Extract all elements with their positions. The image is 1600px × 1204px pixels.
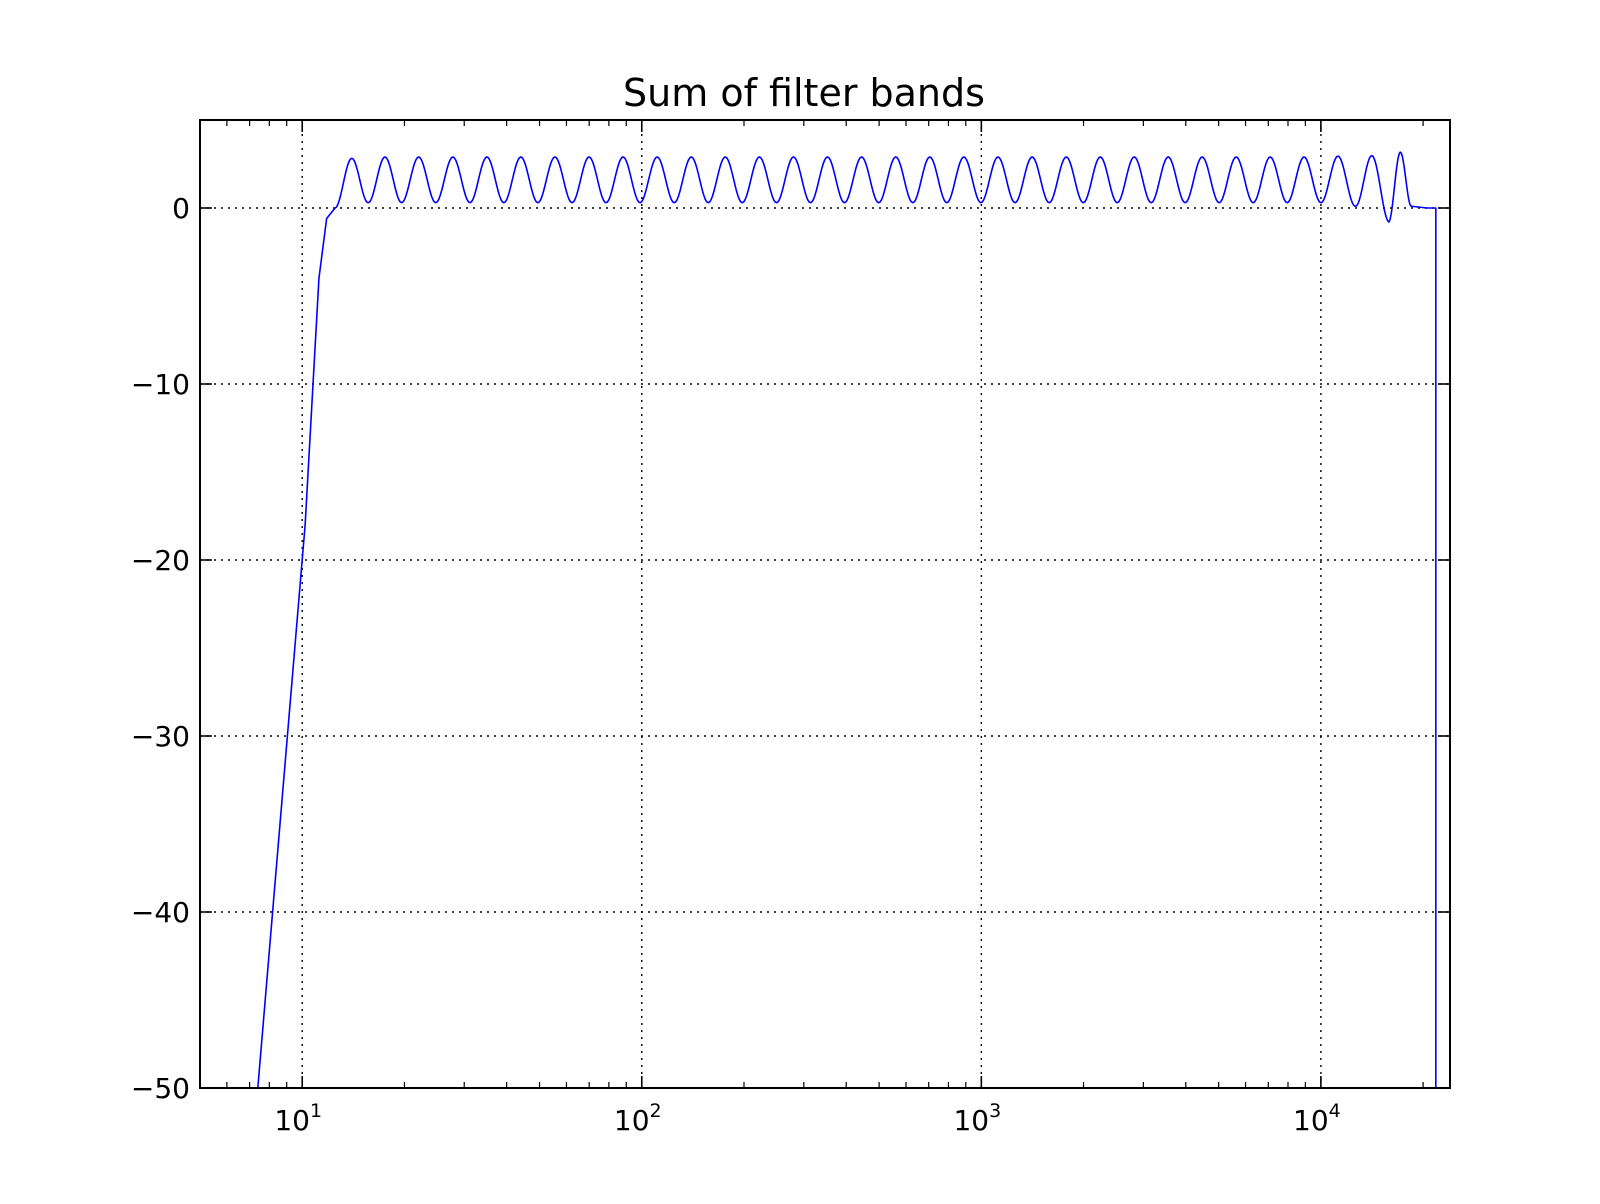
tick-marks — [199, 120, 1450, 1089]
y-tick-label-4: −40 — [131, 896, 190, 929]
grid-lines — [200, 120, 1450, 1088]
chart-title: Sum of filter bands — [623, 71, 985, 115]
axes-frame — [199, 119, 1451, 1089]
x-tick-label-0: 101 — [274, 1100, 322, 1137]
y-tick-label-5: −50 — [131, 1072, 190, 1105]
y-tick-label-2: −20 — [131, 544, 190, 577]
y-tick-label-1: −10 — [131, 368, 190, 401]
x-tick-label-2: 103 — [953, 1100, 1001, 1137]
y-tick-label-0: 0 — [172, 192, 190, 225]
series-line-0 — [257, 151, 1437, 1089]
x-tick-label-3: 104 — [1293, 1100, 1341, 1137]
x-tick-label-1: 102 — [614, 1100, 662, 1137]
tick-labels: 101 102 103 104 0 −10 −20 −30 −40 −50 — [131, 192, 1341, 1137]
y-tick-label-3: −30 — [131, 720, 190, 753]
series-layer — [257, 151, 1437, 1089]
